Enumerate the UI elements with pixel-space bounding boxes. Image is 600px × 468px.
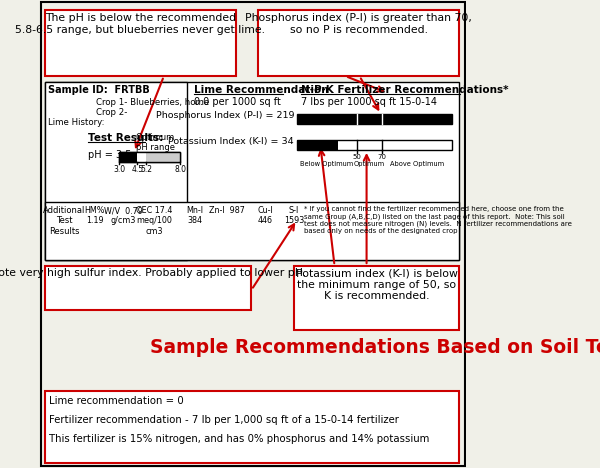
Bar bbox=[119, 152, 180, 162]
Text: Optimum: Optimum bbox=[354, 161, 385, 167]
Text: Sample Recommendations Based on Soil Test: Sample Recommendations Based on Soil Tes… bbox=[150, 338, 600, 357]
Text: S-I
1593: S-I 1593 bbox=[284, 206, 304, 226]
Text: Additional
Test
Results: Additional Test Results bbox=[43, 206, 86, 236]
Bar bbox=[45, 202, 459, 260]
Text: Potassium Index (K-I) = 34: Potassium Index (K-I) = 34 bbox=[169, 137, 294, 146]
Bar bbox=[45, 10, 236, 76]
Bar bbox=[294, 266, 459, 330]
Text: 70: 70 bbox=[377, 154, 386, 160]
Text: Note very high sulfur index. Probably applied to lower pH.: Note very high sulfur index. Probably ap… bbox=[0, 268, 307, 278]
Text: Above Optimum: Above Optimum bbox=[389, 161, 444, 167]
Text: 8.0: 8.0 bbox=[174, 165, 186, 174]
Text: CEC 17.4
meq/100
cm3: CEC 17.4 meq/100 cm3 bbox=[136, 206, 173, 236]
Bar bbox=[45, 266, 251, 310]
Text: Phosphorus Index (P-I) = 219: Phosphorus Index (P-I) = 219 bbox=[155, 111, 294, 120]
Bar bbox=[45, 82, 459, 260]
Text: Phosphorus index (P-I) is greater than 70,
so no P is recommended.: Phosphorus index (P-I) is greater than 7… bbox=[245, 13, 472, 35]
Text: Cu-I
446: Cu-I 446 bbox=[258, 206, 274, 226]
Bar bbox=[297, 140, 452, 150]
Text: 0.0 per 1000 sq ft: 0.0 per 1000 sq ft bbox=[194, 97, 281, 107]
Text: * If you cannot find the fertilizer recommended here, choose one from the
same G: * If you cannot find the fertilizer reco… bbox=[304, 206, 572, 234]
Text: Crop 1- Blueberries, home: Crop 1- Blueberries, home bbox=[97, 98, 209, 107]
Bar bbox=[297, 140, 338, 150]
Bar bbox=[45, 391, 459, 463]
Text: HM%
1.19: HM% 1.19 bbox=[85, 206, 105, 226]
Text: 7 lbs per 1000 sq ft 15-0-14: 7 lbs per 1000 sq ft 15-0-14 bbox=[301, 97, 437, 107]
Text: Optimum
pH range: Optimum pH range bbox=[136, 133, 175, 153]
Text: 5.2: 5.2 bbox=[140, 165, 152, 174]
Text: Lime Recommendation: Lime Recommendation bbox=[194, 85, 329, 95]
Text: Lime History:: Lime History: bbox=[48, 118, 104, 127]
Text: 3.0: 3.0 bbox=[113, 165, 125, 174]
Bar bbox=[297, 114, 452, 124]
Text: Sample ID:  FRTBB: Sample ID: FRTBB bbox=[48, 85, 150, 95]
Bar bbox=[146, 152, 180, 162]
Text: W/V  0.79
g/cm3: W/V 0.79 g/cm3 bbox=[104, 206, 143, 226]
Text: pH = 3.5: pH = 3.5 bbox=[88, 150, 131, 160]
Text: 50: 50 bbox=[353, 154, 362, 160]
Text: Fertilizer recommendation - 7 lb per 1,000 sq ft of a 15-0-14 fertilizer: Fertilizer recommendation - 7 lb per 1,0… bbox=[49, 415, 400, 425]
Text: This fertilizer is 15% nitrogen, and has 0% phosphorus and 14% potassium: This fertilizer is 15% nitrogen, and has… bbox=[49, 434, 430, 444]
Text: Test Results:: Test Results: bbox=[88, 133, 163, 143]
Text: The pH is below the recommended
5.8-6.5 range, but blueberries never get lime.: The pH is below the recommended 5.8-6.5 … bbox=[16, 13, 265, 35]
Bar bbox=[137, 152, 146, 162]
Bar bbox=[119, 152, 137, 162]
Text: 4.5: 4.5 bbox=[131, 165, 143, 174]
Text: Below Optimum: Below Optimum bbox=[301, 161, 354, 167]
Text: Zn-I  987: Zn-I 987 bbox=[209, 206, 244, 215]
Text: Potassium index (K-I) is below
the minimum range of 50, so
K is recommended.: Potassium index (K-I) is below the minim… bbox=[296, 268, 457, 301]
Bar bbox=[45, 82, 187, 260]
Text: Lime recommendation = 0: Lime recommendation = 0 bbox=[49, 396, 184, 406]
Bar bbox=[119, 152, 180, 162]
Text: Crop 2-: Crop 2- bbox=[97, 108, 128, 117]
Text: N-P-K Fertilizer Recommendations*: N-P-K Fertilizer Recommendations* bbox=[301, 85, 509, 95]
Text: Mn-I
384: Mn-I 384 bbox=[186, 206, 203, 226]
Bar bbox=[259, 10, 459, 76]
